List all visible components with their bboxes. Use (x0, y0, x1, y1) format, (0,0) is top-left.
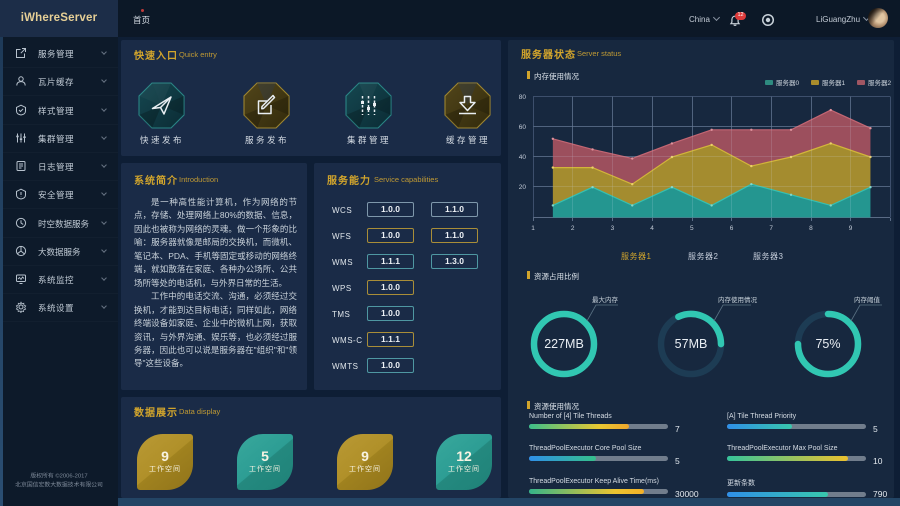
svg-text:6: 6 (730, 225, 734, 232)
svg-text:7: 7 (769, 225, 773, 232)
svg-text:内存使用情况: 内存使用情况 (718, 295, 758, 304)
svg-text:8: 8 (809, 225, 813, 232)
svg-text:57MB: 57MB (675, 337, 708, 351)
svg-text:最大内存: 最大内存 (592, 295, 619, 304)
svg-text:4: 4 (650, 225, 654, 232)
svg-text:60: 60 (519, 124, 527, 131)
svg-text:75%: 75% (815, 337, 840, 351)
svg-text:40: 40 (519, 154, 527, 161)
svg-text:5: 5 (690, 225, 694, 232)
svg-text:3: 3 (611, 225, 615, 232)
svg-text:227MB: 227MB (544, 337, 584, 351)
svg-text:9: 9 (849, 225, 853, 232)
svg-text:1: 1 (531, 225, 535, 232)
svg-text:2: 2 (571, 225, 575, 232)
svg-text:80: 80 (519, 94, 527, 101)
svg-text:内存阈值: 内存阈值 (854, 295, 881, 304)
svg-text:20: 20 (519, 184, 527, 191)
